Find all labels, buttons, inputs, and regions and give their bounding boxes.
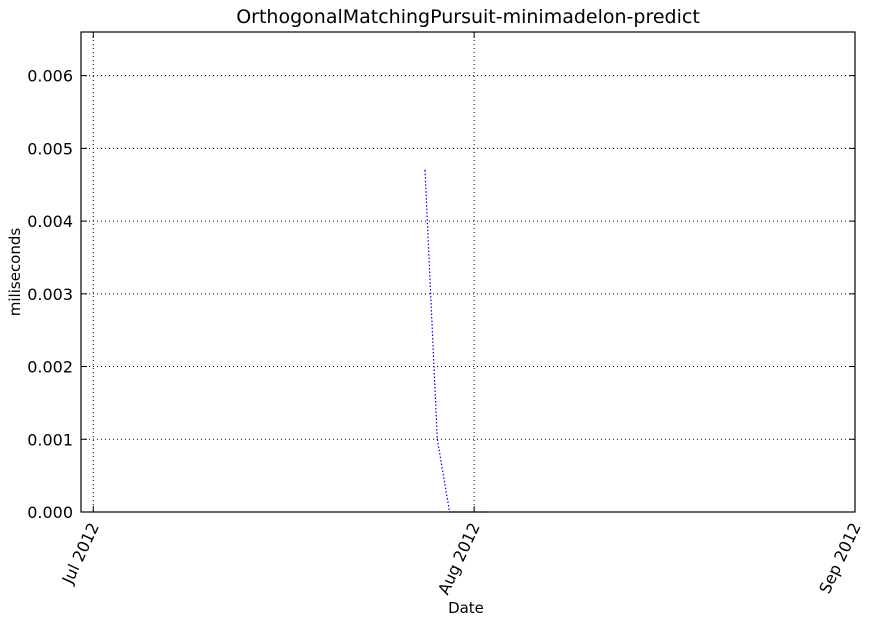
data-point — [424, 169, 426, 171]
series-line — [424, 170, 487, 513]
x-tick-label: Sep 2012 — [815, 520, 864, 597]
plot-frame — [80, 31, 856, 513]
y-axis-label: miliseconds — [6, 228, 24, 317]
y-tick-label: 0.002 — [27, 358, 73, 377]
plot-area — [81, 32, 855, 512]
y-tick-label: 0.000 — [27, 503, 73, 522]
chart-title: OrthogonalMatchingPursuit-minimadelon-pr… — [236, 6, 700, 28]
y-tick-label: 0.005 — [27, 139, 73, 158]
grid-lines — [81, 32, 856, 513]
x-tick-label: Jul 2012 — [58, 520, 103, 588]
x-tick-label: Aug 2012 — [434, 520, 484, 598]
y-tick-label: 0.003 — [27, 285, 73, 304]
y-tick-label: 0.004 — [27, 212, 73, 231]
data-point — [436, 438, 438, 440]
x-axis-label: Date — [448, 599, 484, 617]
y-tick-label: 0.001 — [27, 430, 73, 449]
y-tick-label: 0.006 — [27, 67, 73, 86]
